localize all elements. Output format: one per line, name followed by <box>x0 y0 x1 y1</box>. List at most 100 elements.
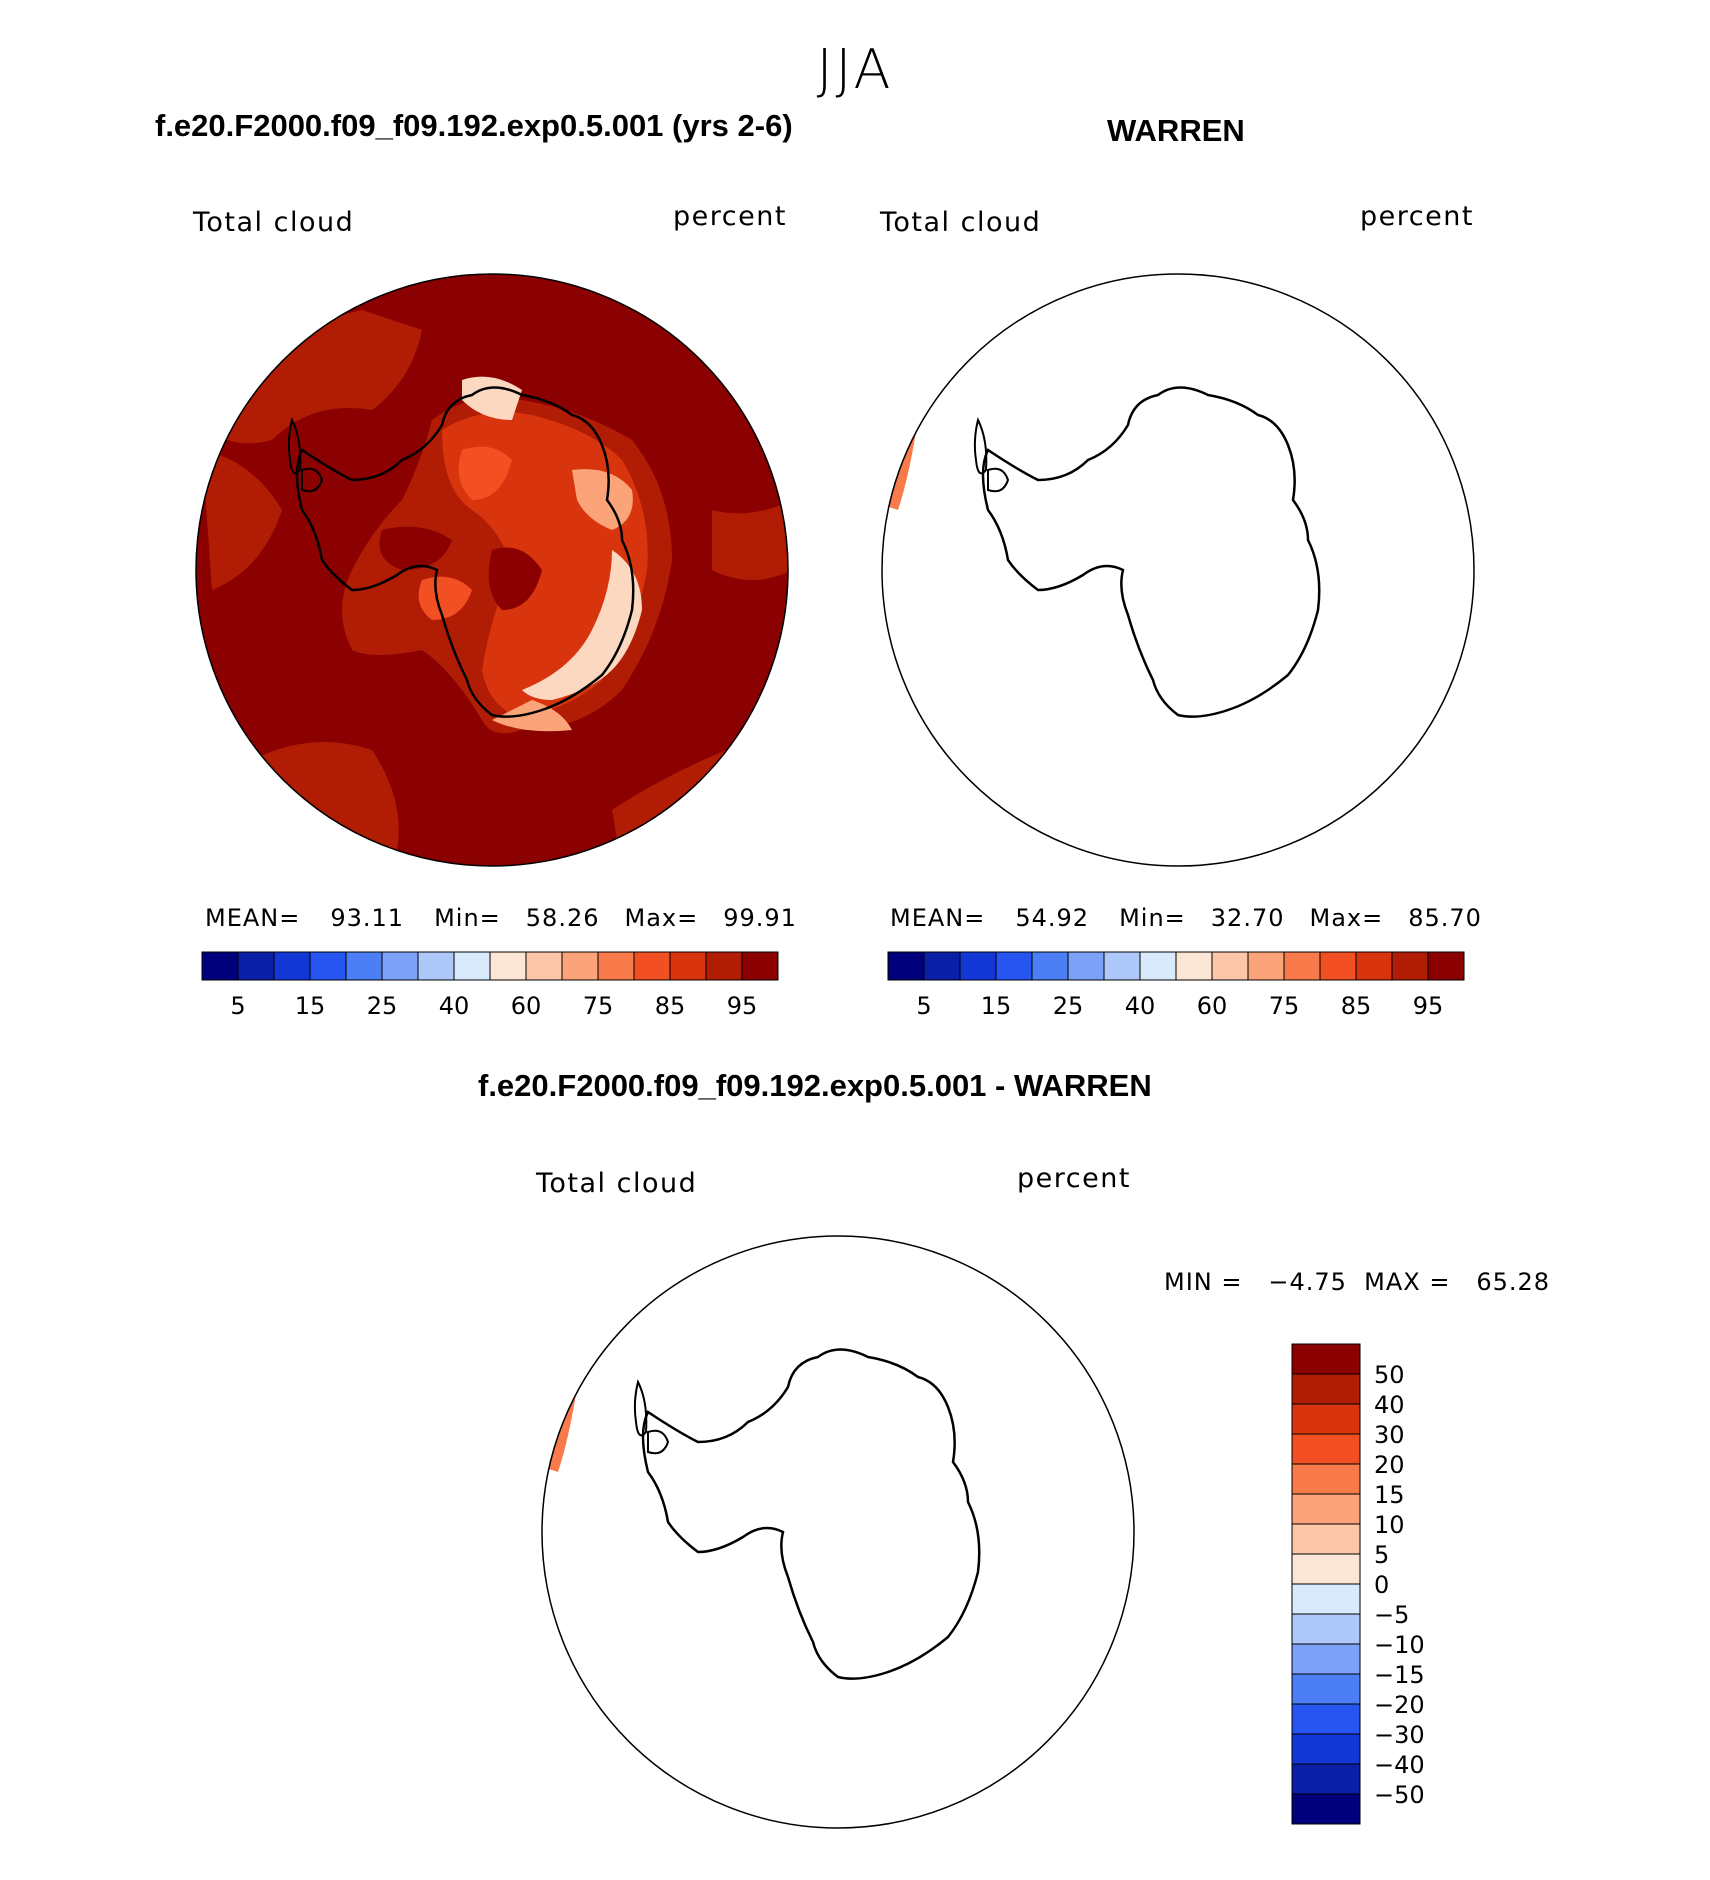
left-map <box>195 273 789 867</box>
right-max-label: Max= <box>1309 904 1384 932</box>
left-stats: MEAN= 93.11 Min= 58.26 Max= 99.91 <box>205 904 797 932</box>
colorbar-box <box>1391 951 1429 981</box>
right-map <box>881 273 1475 867</box>
diff-units-label: percent <box>1017 1163 1131 1194</box>
colorbar-tick-label: 50 <box>1374 1361 1405 1389</box>
diff-variable-label: Total cloud <box>536 1168 698 1199</box>
right-panel-title: WARREN <box>1107 113 1245 148</box>
colorbar-tick-label: 60 <box>511 992 542 1020</box>
right-mean-value: 54.92 <box>1015 904 1090 932</box>
colorbar-tick-label: −30 <box>1374 1721 1425 1749</box>
colorbar-box <box>1291 1673 1361 1705</box>
colorbar-box <box>633 951 671 981</box>
colorbar-tick-label: 75 <box>1269 992 1300 1020</box>
colorbar-tick-label: 15 <box>981 992 1012 1020</box>
colorbar-tick-label: 40 <box>1125 992 1156 1020</box>
colorbar-box <box>1291 1373 1361 1405</box>
colorbar-tick-label: 25 <box>1053 992 1084 1020</box>
colorbar-box <box>923 951 961 981</box>
colorbar-box <box>1291 1523 1361 1555</box>
left-min-label: Min= <box>434 904 501 932</box>
colorbar-tick-label: −50 <box>1374 1781 1425 1809</box>
right-variable-label: Total cloud <box>880 207 1042 238</box>
colorbar-tick-label: 5 <box>1374 1541 1389 1569</box>
colorbar-tick-label: 30 <box>1374 1421 1405 1449</box>
diff-panel-title: f.e20.F2000.f09_f09.192.exp0.5.001 - WAR… <box>478 1068 1152 1103</box>
colorbar-tick-label: 40 <box>439 992 470 1020</box>
colorbar-box <box>995 951 1033 981</box>
left-colorbar: 5 15 25 40 60 75 85 95 <box>201 951 779 1020</box>
colorbar-box <box>669 951 707 981</box>
colorbar-tick-label: 75 <box>583 992 614 1020</box>
colorbar-box <box>525 951 563 981</box>
colorbar-tick-label: 95 <box>727 992 758 1020</box>
colorbar-box <box>959 951 997 981</box>
colorbar-box <box>1067 951 1105 981</box>
main-title: JJA <box>816 38 894 101</box>
colorbar-tick-label: 15 <box>1374 1481 1405 1509</box>
colorbar-tick-label: 0 <box>1374 1571 1389 1599</box>
map-boundary <box>195 273 789 867</box>
colorbar-box <box>237 951 275 981</box>
colorbar-tick-label: 10 <box>1374 1511 1405 1539</box>
colorbar-box <box>1291 1613 1361 1645</box>
colorbar-box <box>1291 1553 1361 1585</box>
colorbar-box <box>1103 951 1141 981</box>
right-units-label: percent <box>1360 201 1474 232</box>
colorbar-box <box>705 951 743 981</box>
right-min-value: 32.70 <box>1210 904 1285 932</box>
colorbar-box <box>1211 951 1249 981</box>
right-stats: MEAN= 54.92 Min= 32.70 Max= 85.70 <box>890 904 1482 932</box>
colorbar-tick-label: 5 <box>916 992 931 1020</box>
diff-minmax: MIN = −4.75 MAX = 65.28 <box>1164 1268 1551 1296</box>
colorbar-box <box>1175 951 1213 981</box>
colorbar-box <box>1291 1463 1361 1495</box>
colorbar-box <box>1139 951 1177 981</box>
left-variable-label: Total cloud <box>193 207 355 238</box>
left-mean-label: MEAN= <box>205 904 301 932</box>
colorbar-box <box>561 951 599 981</box>
colorbar-box <box>1291 1733 1361 1765</box>
left-panel-title: f.e20.F2000.f09_f09.192.exp0.5.001 (yrs … <box>155 108 793 143</box>
colorbar-box <box>1291 1403 1361 1435</box>
diff-map <box>541 1235 1135 1829</box>
colorbar-box <box>1291 1643 1361 1675</box>
right-max-value: 85.70 <box>1408 904 1482 932</box>
colorbar-box <box>1283 951 1321 981</box>
colorbar-box <box>1319 951 1357 981</box>
colorbar-box <box>1031 951 1069 981</box>
colorbar-box <box>1291 1583 1361 1615</box>
colorbar-tick-label: 95 <box>1413 992 1444 1020</box>
colorbar-box <box>489 951 527 981</box>
left-max-label: Max= <box>624 904 699 932</box>
colorbar-box <box>1355 951 1393 981</box>
colorbar-tick-label: −15 <box>1374 1661 1425 1689</box>
colorbar-box <box>1291 1433 1361 1465</box>
colorbar-box <box>1291 1703 1361 1735</box>
colorbar-tick-label: −20 <box>1374 1691 1425 1719</box>
colorbar-tick-label: 85 <box>1341 992 1372 1020</box>
colorbar-box <box>417 951 455 981</box>
colorbar-box <box>1291 1763 1361 1795</box>
colorbar-tick-label: −5 <box>1374 1601 1409 1629</box>
left-max-value: 99.91 <box>723 904 797 932</box>
right-colorbar: 5 15 25 40 60 75 85 95 <box>887 951 1465 1020</box>
colorbar-tick-label: −10 <box>1374 1631 1425 1659</box>
colorbar-box <box>201 951 239 981</box>
colorbar-box <box>597 951 635 981</box>
colorbar-box <box>887 951 925 981</box>
left-mean-value: 93.11 <box>330 904 405 932</box>
colorbar-box <box>1291 1343 1361 1375</box>
colorbar-box <box>309 951 347 981</box>
right-min-label: Min= <box>1119 904 1186 932</box>
colorbar-tick-label: 60 <box>1197 992 1228 1020</box>
colorbar-box <box>1291 1493 1361 1525</box>
colorbar-tick-label: 15 <box>295 992 326 1020</box>
colorbar-box <box>1427 951 1465 981</box>
colorbar-box <box>453 951 491 981</box>
colorbar-tick-label: 5 <box>230 992 245 1020</box>
colorbar-tick-label: 20 <box>1374 1451 1405 1479</box>
left-units-label: percent <box>673 201 787 232</box>
colorbar-box <box>741 951 779 981</box>
